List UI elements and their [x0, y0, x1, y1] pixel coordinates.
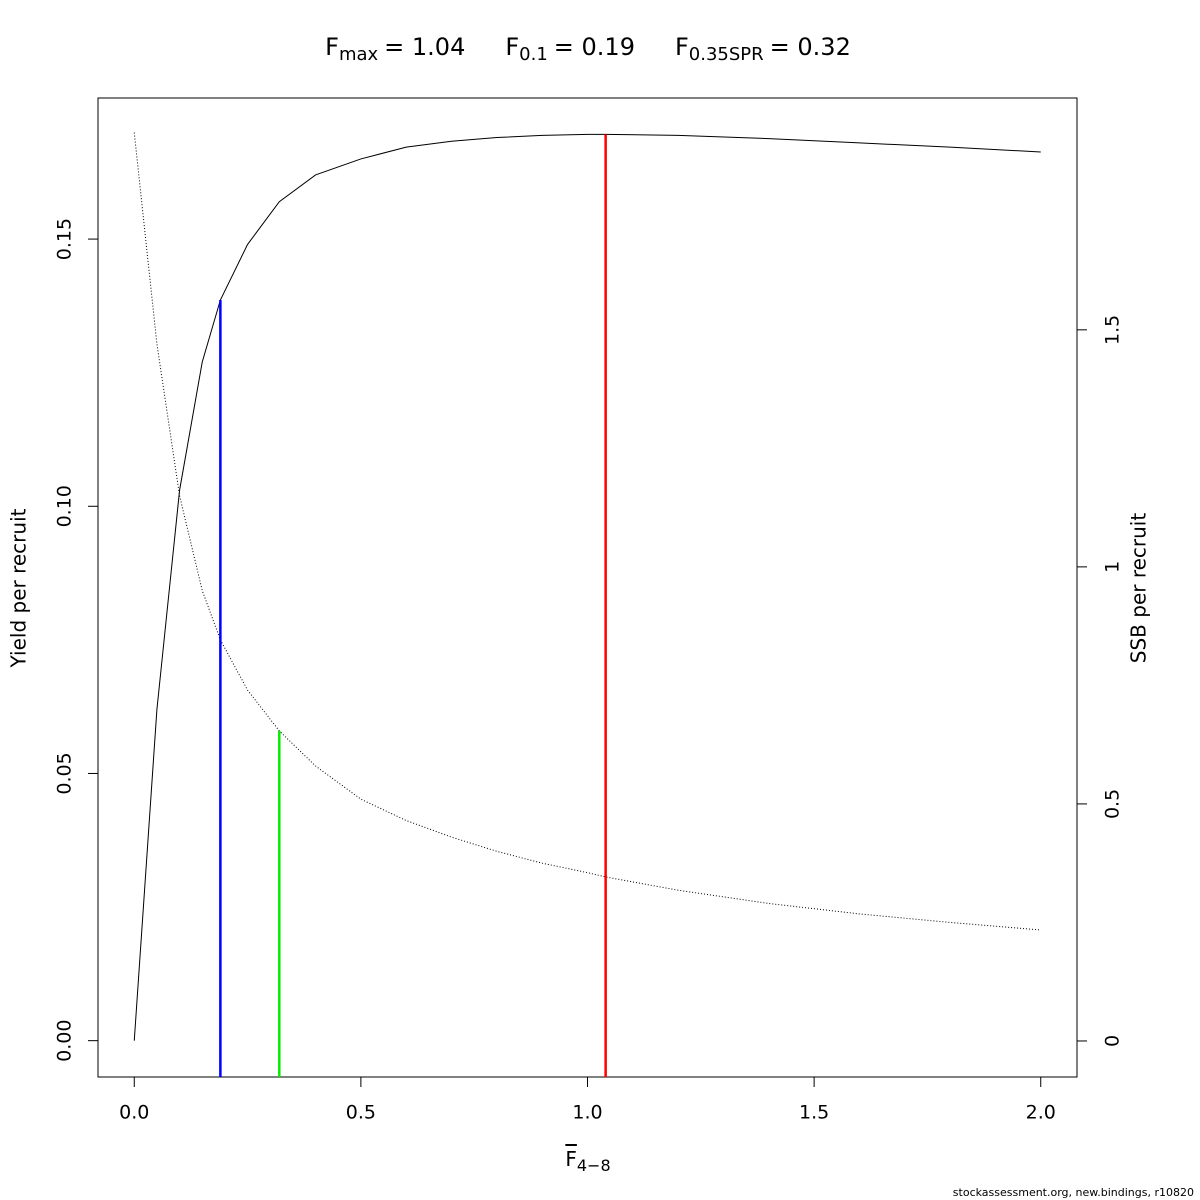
title-value: = 0.32 — [770, 33, 851, 61]
x-label-symbol: F — [565, 1147, 577, 1171]
x-tick-label: 1.5 — [799, 1102, 829, 1124]
y-tick-label: 0.05 — [54, 752, 76, 794]
x-tick-label: 0.0 — [119, 1102, 149, 1124]
y2-tick-label: 1 — [1102, 561, 1124, 573]
x-axis-label: F4−8 — [565, 1147, 610, 1175]
title-symbol: F — [675, 33, 689, 61]
title-subscript: 0.1 — [519, 44, 548, 65]
title-subscript: 0.35SPR — [689, 44, 764, 65]
y2-axis-label: SSB per recruit — [1127, 513, 1151, 664]
y2-tick-label: 1.5 — [1102, 315, 1124, 345]
series-line — [133, 133, 1041, 1041]
x-tick-label: 0.5 — [346, 1102, 376, 1124]
title-subscript: max — [339, 44, 379, 65]
y-tick-label: 0.15 — [54, 218, 76, 260]
y-axis-label: Yield per recruit — [7, 508, 31, 668]
plot-frame — [97, 97, 1078, 1078]
title-value: = 1.04 — [384, 33, 465, 61]
title-symbol: F — [505, 33, 519, 61]
y-tick-label: 0.00 — [54, 1020, 76, 1062]
title-symbol: F — [325, 33, 339, 61]
x-tick-label: 2.0 — [1026, 1102, 1056, 1124]
y2-tick-label: 0 — [1102, 1035, 1124, 1047]
title-value: = 0.19 — [554, 33, 635, 61]
series-line — [133, 132, 1041, 931]
x-label-subscript: 4−8 — [577, 1156, 611, 1175]
x-tick-label: 1.0 — [572, 1102, 602, 1124]
y2-tick-label: 0.5 — [1102, 789, 1124, 819]
y-tick-label: 0.10 — [54, 485, 76, 527]
chart-title: Fmax = 1.04 F0.1 = 0.19 F0.35SPR = 0.32 — [325, 33, 851, 65]
footer: stockassessment.org, new.bindings, r1082… — [953, 1186, 1194, 1199]
